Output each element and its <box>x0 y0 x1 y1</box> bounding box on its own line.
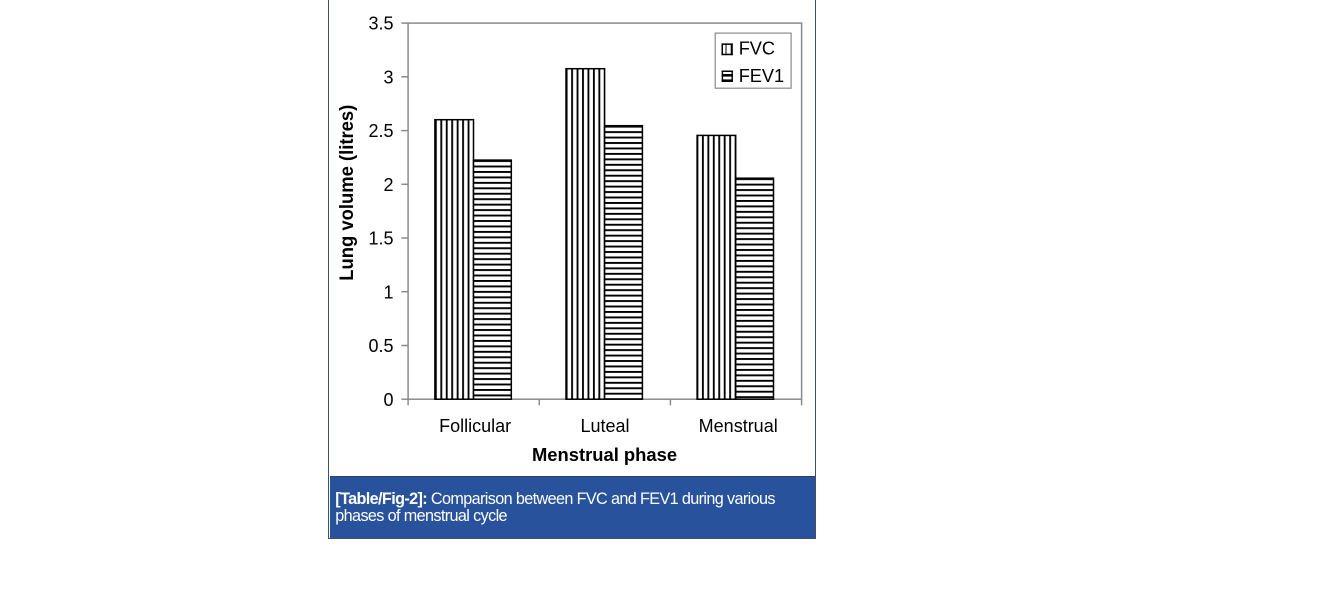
svg-text:2: 2 <box>383 175 393 195</box>
svg-text:Luteal: Luteal <box>580 416 629 436</box>
svg-text:0.5: 0.5 <box>368 336 393 356</box>
svg-text:0: 0 <box>383 390 393 410</box>
svg-text:1.5: 1.5 <box>368 229 393 249</box>
svg-text:2.5: 2.5 <box>368 121 393 141</box>
svg-text:Follicular: Follicular <box>439 416 511 436</box>
svg-text:1: 1 <box>383 282 393 302</box>
svg-text:Menstrual: Menstrual <box>699 416 778 436</box>
svg-text:Lung volume (litres): Lung volume (litres) <box>337 105 358 281</box>
svg-text:FEV1: FEV1 <box>739 66 785 86</box>
svg-text:Menstrual phase: Menstrual phase <box>532 444 677 465</box>
svg-text:FVC: FVC <box>739 39 775 59</box>
svg-text:3: 3 <box>383 67 393 87</box>
svg-text:3.5: 3.5 <box>368 14 393 34</box>
